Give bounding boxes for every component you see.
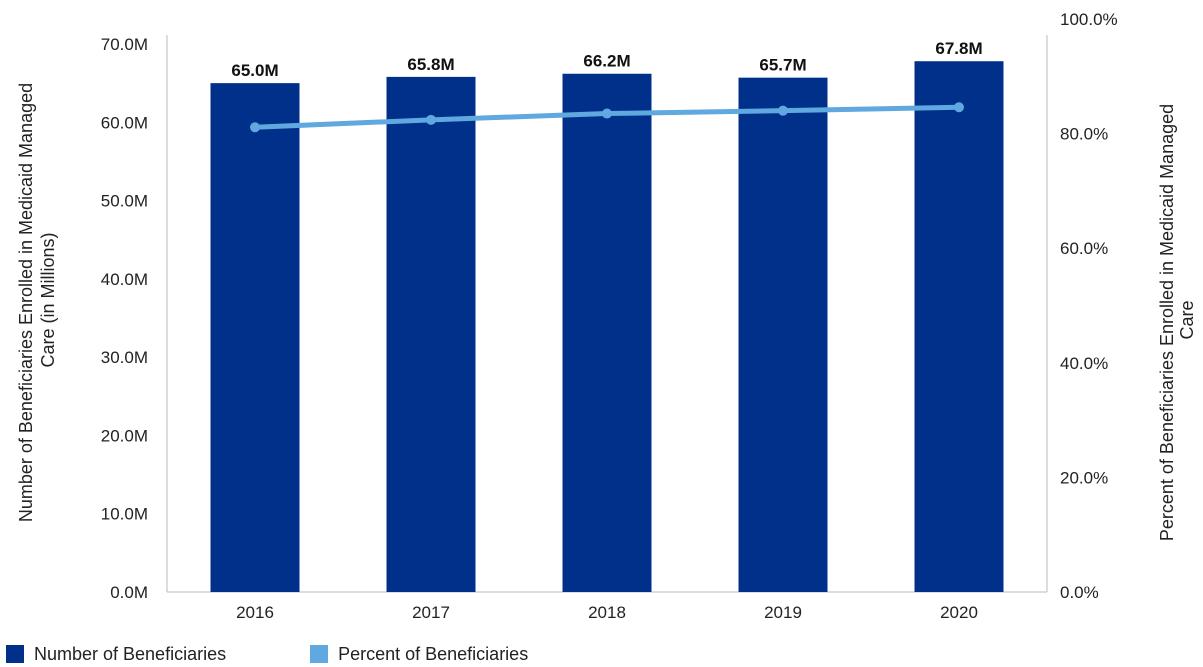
y2-axis-title-line-2: Care bbox=[1177, 300, 1197, 339]
y2-tick-1: 20.0% bbox=[1060, 468, 1108, 487]
y-tick-3: 30.0M bbox=[101, 348, 148, 367]
data-label-2016: 65.0M bbox=[231, 61, 278, 80]
legend-swatch-bars bbox=[6, 645, 24, 663]
legend: Number of Beneficiaries Percent of Benef… bbox=[6, 642, 612, 666]
axis-titles: Number of Beneficiaries Enrolled in Medi… bbox=[16, 78, 1197, 541]
y-tick-6: 60.0M bbox=[101, 113, 148, 132]
legend-swatch-line bbox=[310, 645, 329, 663]
y-tick-4: 40.0M bbox=[101, 270, 148, 289]
x-tick-2016: 2016 bbox=[236, 603, 274, 622]
y2-axis-title-line-1: Percent of Beneficiaries Enrolled in Med… bbox=[1157, 104, 1177, 541]
bar-2018 bbox=[562, 73, 652, 592]
y2-tick-5: 100.0% bbox=[1060, 10, 1118, 29]
data-label-2017: 65.8M bbox=[407, 55, 454, 74]
y-tick-7: 70.0M bbox=[101, 35, 148, 54]
y2-tick-2: 40.0% bbox=[1060, 354, 1108, 373]
y-tick-2: 20.0M bbox=[101, 426, 148, 445]
bar-series bbox=[210, 61, 1004, 593]
y-tick-0: 0.0M bbox=[110, 583, 148, 602]
legend-item-line: Percent of Beneficiaries bbox=[310, 644, 528, 665]
bar-2019 bbox=[738, 77, 828, 593]
y-axis-title: Number of Beneficiaries Enrolled in Medi… bbox=[16, 78, 58, 522]
legend-item-bars: Number of Beneficiaries bbox=[6, 644, 226, 665]
y-tick-1: 10.0M bbox=[101, 505, 148, 524]
tick-labels: 0.0M 10.0M 20.0M 30.0M 40.0M 50.0M 60.0M 70.0M 0… bbox=[101, 10, 1118, 622]
bar-2017 bbox=[386, 76, 476, 592]
point-2016 bbox=[250, 122, 260, 133]
y2-tick-3: 60.0% bbox=[1060, 239, 1108, 258]
x-tick-2017: 2017 bbox=[412, 603, 450, 622]
bar-2020 bbox=[914, 61, 1004, 593]
x-tick-2018: 2018 bbox=[588, 603, 626, 622]
point-2019 bbox=[778, 105, 788, 116]
bar-2016 bbox=[210, 83, 300, 593]
data-label-2019: 65.7M bbox=[759, 56, 806, 75]
data-label-2018: 66.2M bbox=[583, 52, 630, 71]
point-2017 bbox=[426, 114, 436, 125]
y-axis-title-line-1: Number of Beneficiaries Enrolled in Medi… bbox=[16, 83, 36, 522]
y2-tick-0: 0.0% bbox=[1060, 583, 1099, 602]
legend-label-bars: Number of Beneficiaries bbox=[34, 643, 227, 664]
x-tick-2020: 2020 bbox=[940, 603, 978, 622]
y2-tick-4: 80.0% bbox=[1060, 125, 1108, 144]
data-label-2020: 67.8M bbox=[935, 39, 982, 58]
line-series bbox=[250, 102, 964, 133]
data-labels: 65.0M 65.8M 66.2M 65.7M 67.8M bbox=[231, 39, 982, 80]
y-tick-5: 50.0M bbox=[101, 192, 148, 211]
x-tick-2019: 2019 bbox=[764, 603, 802, 622]
point-2018 bbox=[602, 108, 612, 119]
legend-label-line: Percent of Beneficiaries bbox=[338, 643, 529, 664]
y-axis-title-line-2: Care (in Millions) bbox=[38, 232, 58, 367]
point-2020 bbox=[954, 102, 964, 113]
y2-axis-title: Percent of Beneficiaries Enrolled in Med… bbox=[1157, 99, 1197, 541]
